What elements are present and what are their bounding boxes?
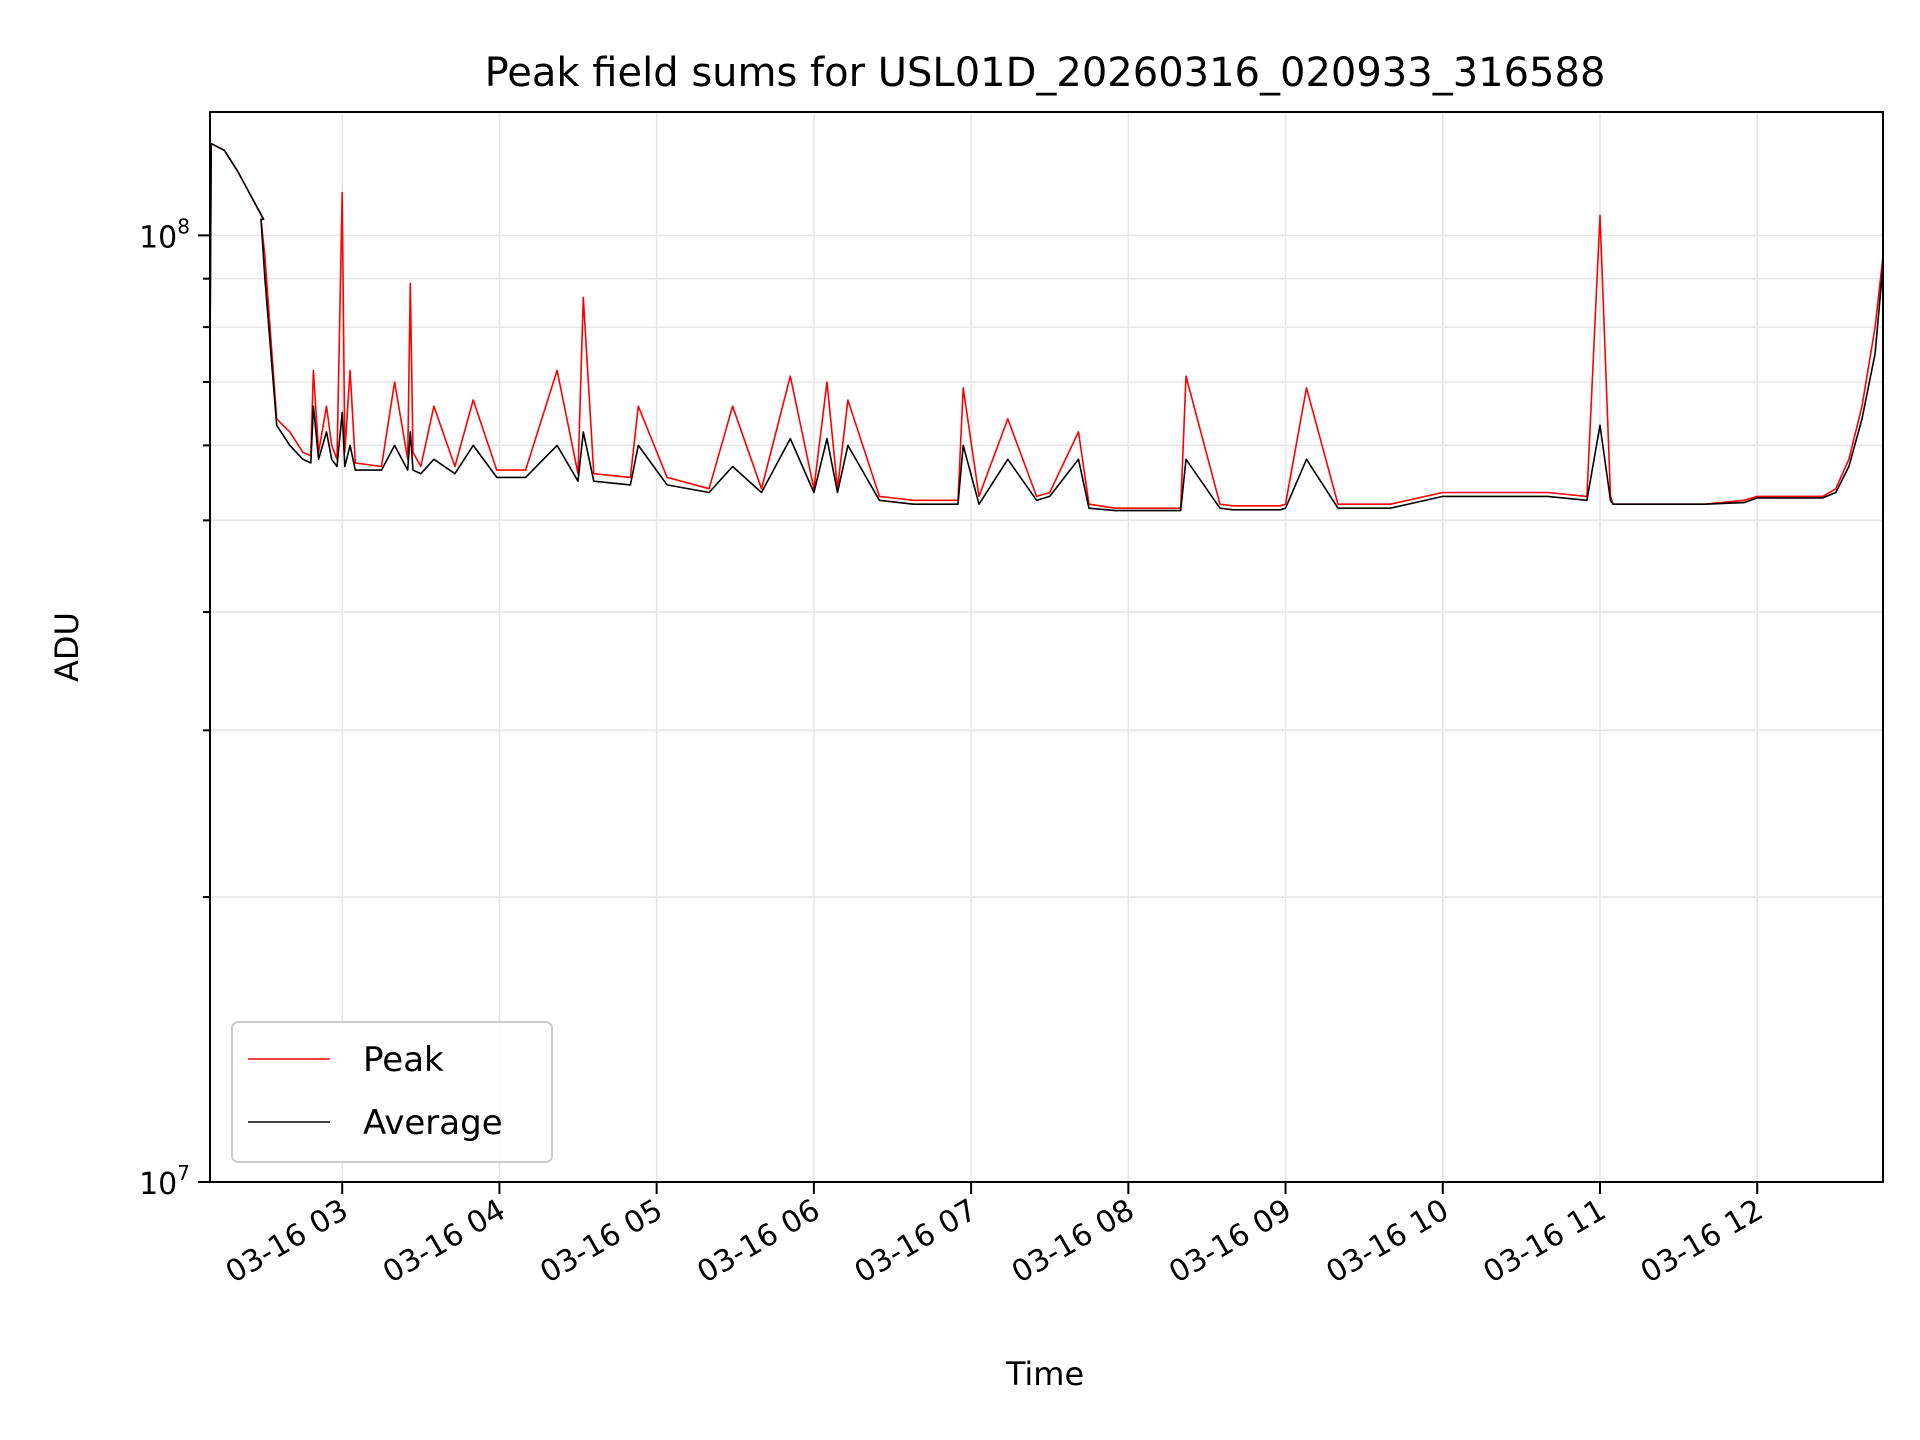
x-tick-label: 03-16 04	[377, 1193, 511, 1291]
x-tick-label: 03-16 09	[1163, 1193, 1297, 1291]
series-line-average	[209, 142, 1884, 512]
y-tick-label: 108	[139, 214, 190, 255]
x-tick-label: 03-16 12	[1635, 1193, 1769, 1291]
x-tick-label: 03-16 07	[849, 1193, 983, 1291]
plot-frame	[209, 111, 1884, 1183]
legend: Peak Average	[231, 1021, 553, 1163]
x-tick-label: 03-16 11	[1478, 1193, 1612, 1291]
x-tick-label: 03-16 10	[1320, 1193, 1454, 1291]
legend-label-peak: Peak	[363, 1040, 444, 1080]
x-tick-label: 03-16 06	[692, 1193, 826, 1291]
legend-label-average: Average	[363, 1103, 503, 1143]
x-axis-label: Time	[1005, 1355, 1084, 1393]
y-axis-ticks: 107 108	[139, 214, 210, 1202]
plot-series	[209, 142, 1884, 512]
x-tick-label: 03-16 05	[534, 1193, 668, 1291]
y-tick-label: 107	[139, 1161, 190, 1202]
x-tick-label: 03-16 08	[1006, 1193, 1140, 1291]
x-tick-label: 03-16 03	[220, 1193, 354, 1291]
x-axis-ticks: 03-16 03 03-16 04 03-16 05 03-16 06 03-16 07…	[220, 1182, 1769, 1290]
chart-title: Peak field sums for USL01D_20260316_0209…	[485, 50, 1606, 96]
y-axis-label: ADU	[48, 612, 86, 682]
series-line-peak	[209, 142, 1884, 510]
legend-box	[231, 1021, 553, 1163]
